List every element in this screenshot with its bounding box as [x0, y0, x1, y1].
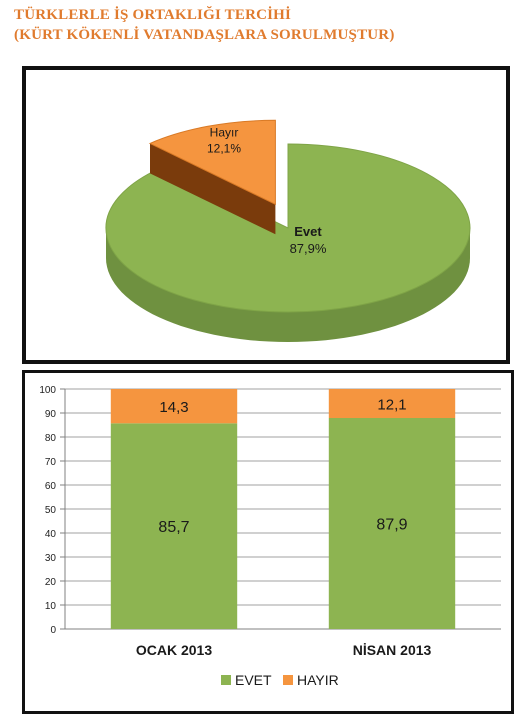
- bar-chart-panel: 0 10 20 30 40 50 60 70 80 90 100 85,7 14,3 OCAK 2013 8…: [22, 370, 514, 714]
- title-line-1: TÜRKLERLE İŞ ORTAKLIĞI TERCİHİ: [14, 7, 292, 23]
- pie-slice-hayir-side: [150, 143, 276, 235]
- y-tick-label: 0: [50, 625, 56, 636]
- y-tick-label: 100: [39, 385, 56, 396]
- bar-value-label: 85,7: [158, 519, 189, 536]
- bar-value-label: 14,3: [159, 399, 188, 416]
- bar-value-label: 12,1: [377, 397, 406, 414]
- x-tick-label: OCAK 2013: [136, 642, 212, 658]
- legend-swatch-hayir: [283, 675, 293, 685]
- legend-swatch-evet: [221, 675, 231, 685]
- x-tick-label: NİSAN 2013: [353, 642, 432, 658]
- y-tick-label: 70: [45, 457, 57, 468]
- pie-label-hayir: Hayır: [210, 125, 239, 139]
- bar-evet-2: [328, 418, 456, 629]
- title-line-2: (KÜRT KÖKENLİ VATANDAŞLARA SORULMUŞTUR): [14, 27, 395, 43]
- legend-label-evet: EVET: [235, 672, 272, 688]
- chart-title: TÜRKLERLE İŞ ORTAKLIĞI TERCİHİ (KÜRT KÖK…: [14, 5, 514, 45]
- pie-chart: Evet 87,9% Hayır 12,1%: [105, 119, 471, 342]
- bar-value-label: 87,9: [376, 517, 407, 534]
- y-tick-label: 20: [45, 577, 57, 588]
- pie-label-evet: Evet: [294, 224, 322, 239]
- y-tick-label: 30: [45, 553, 57, 564]
- legend: EVET HAYIR: [221, 672, 339, 688]
- pie-value-evet: 87,9%: [290, 241, 327, 256]
- pie-slice-hayir: [148, 119, 276, 235]
- y-tick-label: 10: [45, 601, 57, 612]
- pie-slice-evet-side: [106, 228, 470, 342]
- legend-label-hayir: HAYIR: [297, 672, 339, 688]
- y-tick-label: 80: [45, 433, 57, 444]
- y-tick-label: 40: [45, 529, 57, 540]
- bar-hayir-1: [110, 389, 238, 424]
- bar-hayir-2: [328, 389, 456, 418]
- pie-chart-panel: Evet 87,9% Hayır 12,1%: [22, 66, 510, 364]
- pie-slice-hayir-top: [148, 119, 276, 206]
- y-tick-label: 60: [45, 481, 57, 492]
- bar-evet-1: [110, 423, 238, 629]
- y-tick-label: 50: [45, 505, 57, 516]
- stacked-bar-chart: 0 10 20 30 40 50 60 70 80 90 100 85,7 14,3 OCAK 2013 8…: [39, 385, 501, 688]
- pie-value-hayir: 12,1%: [207, 141, 241, 155]
- y-tick-label: 90: [45, 409, 57, 420]
